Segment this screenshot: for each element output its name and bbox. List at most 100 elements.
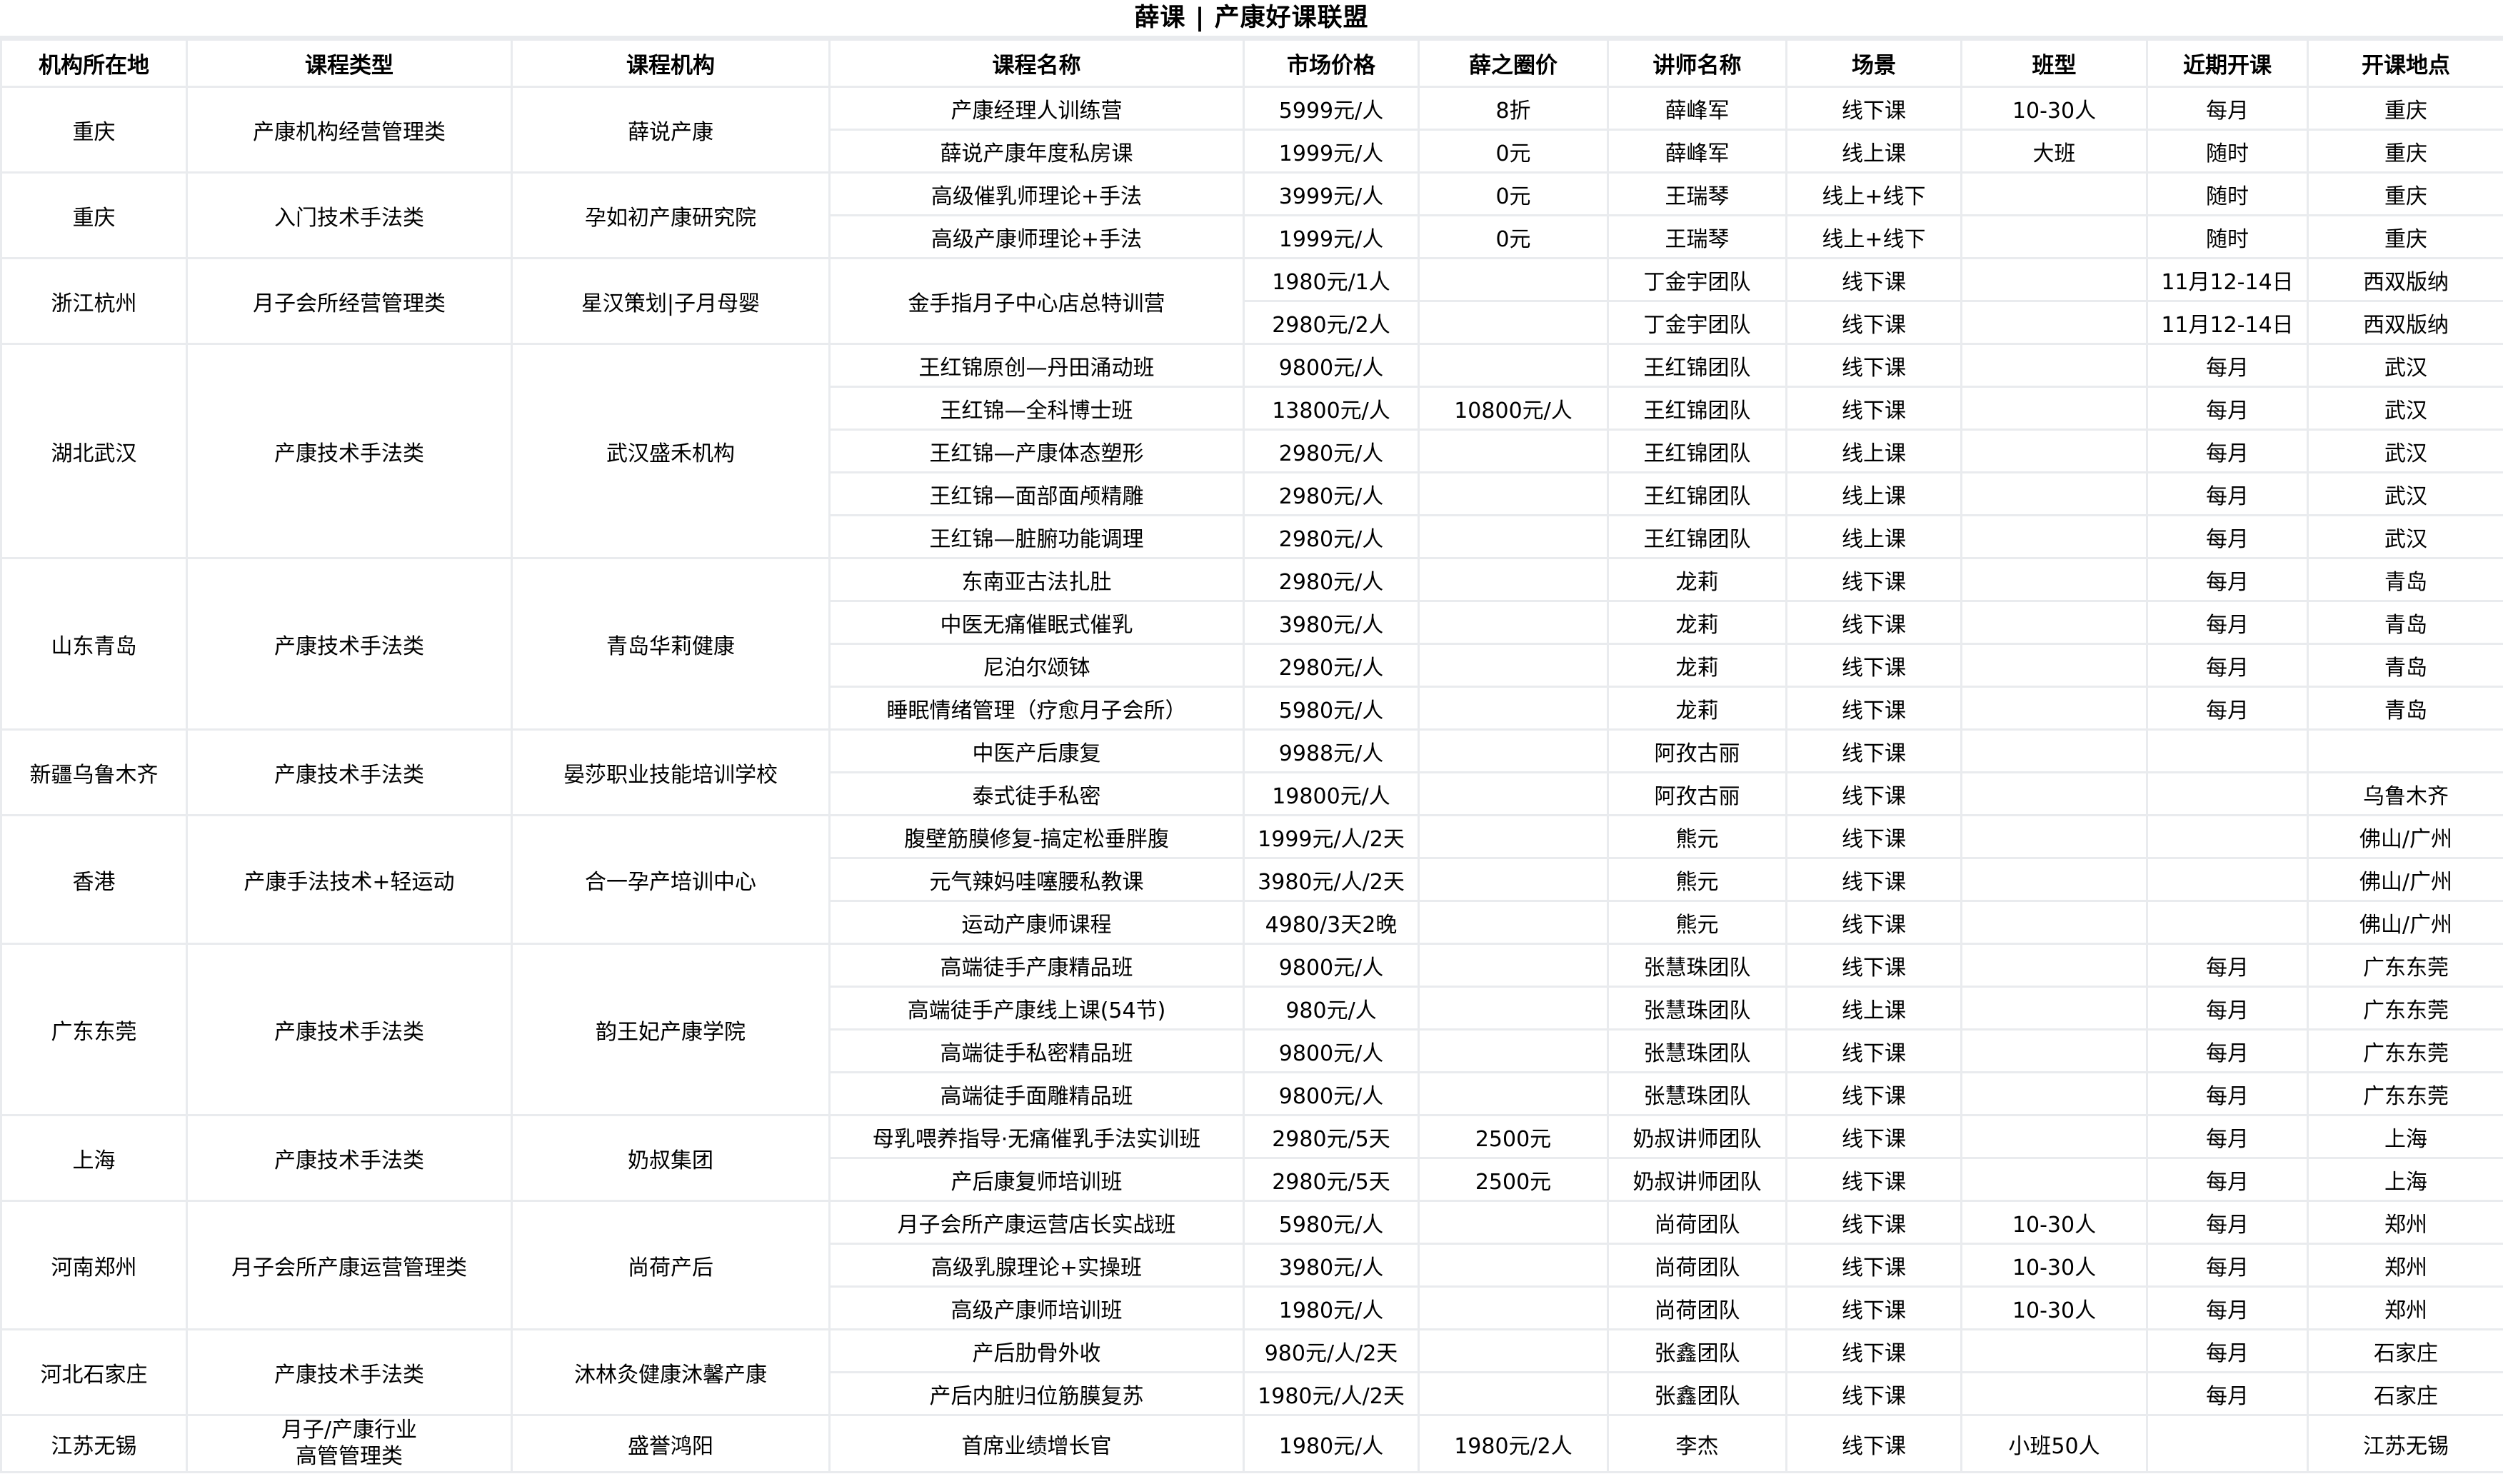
cell-schedule[interactable] (2146, 771, 2309, 816)
column-header[interactable]: 讲师名称 (1607, 39, 1787, 88)
cell-institution[interactable]: 盛誉鸿阳 (511, 1413, 831, 1474)
cell-market-price[interactable]: 9800元/人 (1243, 343, 1420, 388)
cell-market-price[interactable]: 5999元/人 (1243, 86, 1420, 131)
cell-lecturer[interactable]: 尚荷团队 (1607, 1285, 1787, 1330)
cell-place[interactable]: 佛山/广州 (2307, 900, 2503, 945)
cell-market-price[interactable]: 9800元/人 (1243, 1071, 1420, 1116)
cell-schedule[interactable] (2146, 900, 2309, 945)
cell-lecturer[interactable]: 王红锦团队 (1607, 428, 1787, 473)
cell-circle-price[interactable] (1418, 257, 1609, 302)
cell-circle-price[interactable] (1418, 857, 1609, 902)
cell-course-name[interactable]: 母乳喂养指导·无痛催乳手法实训班 (828, 1114, 1245, 1159)
cell-scene[interactable]: 线上课 (1785, 129, 1962, 174)
cell-course-name[interactable]: 高级乳腺理论+实操班 (828, 1243, 1245, 1288)
cell-schedule[interactable]: 每月 (2146, 557, 2309, 602)
cell-scene[interactable]: 线下课 (1785, 1200, 1962, 1245)
cell-course-name[interactable]: 产后肋骨外收 (828, 1328, 1245, 1373)
cell-institution[interactable]: 尚荷产后 (511, 1200, 831, 1330)
cell-location[interactable]: 广东东莞 (0, 943, 188, 1116)
cell-course-name[interactable]: 睡眠情绪管理（疗愈月子会所） (828, 686, 1245, 731)
cell-circle-price[interactable] (1418, 343, 1609, 388)
cell-circle-price[interactable] (1418, 1200, 1609, 1245)
cell-scene[interactable]: 线下课 (1785, 643, 1962, 688)
column-header[interactable]: 场景 (1785, 39, 1962, 88)
cell-circle-price[interactable] (1418, 514, 1609, 559)
column-header[interactable]: 班型 (1960, 39, 2148, 88)
cell-class-type[interactable]: 10-30人 (1960, 86, 2148, 131)
cell-lecturer[interactable]: 龙莉 (1607, 557, 1787, 602)
cell-market-price[interactable]: 1980元/1人 (1243, 257, 1420, 302)
cell-lecturer[interactable]: 尚荷团队 (1607, 1200, 1787, 1245)
cell-schedule[interactable]: 随时 (2146, 214, 2309, 259)
cell-class-type[interactable] (1960, 943, 2148, 988)
cell-class-type[interactable] (1960, 728, 2148, 773)
cell-market-price[interactable]: 2980元/人 (1243, 557, 1420, 602)
cell-course-type[interactable]: 产康技术手法类 (186, 1114, 513, 1202)
cell-circle-price[interactable] (1418, 557, 1609, 602)
cell-circle-price[interactable] (1418, 471, 1609, 516)
cell-location[interactable]: 山东青岛 (0, 557, 188, 731)
cell-circle-price[interactable]: 8折 (1418, 86, 1609, 131)
cell-lecturer[interactable]: 张鑫团队 (1607, 1328, 1787, 1373)
cell-class-type[interactable] (1960, 986, 2148, 1031)
cell-schedule[interactable]: 每月 (2146, 386, 2309, 431)
cell-schedule[interactable]: 每月 (2146, 471, 2309, 516)
cell-class-type[interactable] (1960, 900, 2148, 945)
cell-circle-price[interactable] (1418, 1243, 1609, 1288)
cell-schedule[interactable]: 每月 (2146, 1285, 2309, 1330)
cell-schedule[interactable]: 每月 (2146, 1243, 2309, 1288)
cell-class-type[interactable] (1960, 557, 2148, 602)
cell-location[interactable]: 重庆 (0, 86, 188, 174)
cell-circle-price[interactable]: 0元 (1418, 129, 1609, 174)
cell-scene[interactable]: 线下课 (1785, 1371, 1962, 1416)
cell-place[interactable]: 青岛 (2307, 600, 2503, 645)
cell-circle-price[interactable] (1418, 600, 1609, 645)
cell-class-type[interactable] (1960, 471, 2148, 516)
cell-place[interactable]: 重庆 (2307, 129, 2503, 174)
cell-place[interactable]: 广东东莞 (2307, 1028, 2503, 1073)
cell-course-name[interactable]: 金手指月子中心店总特训营 (828, 257, 1245, 345)
cell-lecturer[interactable]: 张鑫团队 (1607, 1371, 1787, 1416)
cell-schedule[interactable]: 每月 (2146, 1200, 2309, 1245)
cell-market-price[interactable]: 3999元/人 (1243, 171, 1420, 216)
cell-circle-price[interactable] (1418, 814, 1609, 859)
cell-scene[interactable]: 线下课 (1785, 814, 1962, 859)
cell-scene[interactable]: 线下课 (1785, 686, 1962, 731)
cell-lecturer[interactable]: 熊元 (1607, 814, 1787, 859)
cell-institution[interactable]: 晏莎职业技能培训学校 (511, 728, 831, 816)
cell-course-name[interactable]: 中医产后康复 (828, 728, 1245, 773)
cell-place[interactable]: 武汉 (2307, 428, 2503, 473)
cell-place[interactable]: 青岛 (2307, 643, 2503, 688)
cell-place[interactable]: 武汉 (2307, 471, 2503, 516)
cell-class-type[interactable] (1960, 814, 2148, 859)
cell-lecturer[interactable]: 王红锦团队 (1607, 514, 1787, 559)
cell-lecturer[interactable]: 龙莉 (1607, 643, 1787, 688)
cell-circle-price[interactable] (1418, 686, 1609, 731)
cell-circle-price[interactable]: 0元 (1418, 171, 1609, 216)
cell-course-type[interactable]: 月子会所产康运营管理类 (186, 1200, 513, 1330)
column-header[interactable]: 课程名称 (828, 39, 1245, 88)
cell-scene[interactable]: 线下课 (1785, 943, 1962, 988)
cell-schedule[interactable]: 每月 (2146, 1114, 2309, 1159)
cell-class-type[interactable] (1960, 1071, 2148, 1116)
cell-course-name[interactable]: 高端徒手私密精品班 (828, 1028, 1245, 1073)
cell-scene[interactable]: 线下课 (1785, 900, 1962, 945)
cell-circle-price[interactable] (1418, 728, 1609, 773)
cell-market-price[interactable]: 2980元/人 (1243, 643, 1420, 688)
cell-lecturer[interactable]: 张慧珠团队 (1607, 1028, 1787, 1073)
cell-scene[interactable]: 线下课 (1785, 600, 1962, 645)
cell-scene[interactable]: 线下课 (1785, 1243, 1962, 1288)
cell-location[interactable]: 香港 (0, 814, 188, 945)
cell-scene[interactable]: 线下课 (1785, 728, 1962, 773)
cell-market-price[interactable]: 1999元/人 (1243, 129, 1420, 174)
cell-place[interactable]: 广东东莞 (2307, 1071, 2503, 1116)
cell-lecturer[interactable]: 丁金宇团队 (1607, 300, 1787, 345)
cell-course-name[interactable]: 王红锦—产康体态塑形 (828, 428, 1245, 473)
cell-course-type[interactable]: 产康技术手法类 (186, 728, 513, 816)
cell-schedule[interactable]: 11月12-14日 (2146, 257, 2309, 302)
cell-market-price[interactable]: 2980元/人 (1243, 471, 1420, 516)
cell-course-type[interactable]: 产康手法技术+轻运动 (186, 814, 513, 945)
cell-schedule[interactable]: 每月 (2146, 943, 2309, 988)
cell-place[interactable]: 佛山/广州 (2307, 857, 2503, 902)
cell-course-name[interactable]: 高端徒手产康线上课(54节) (828, 986, 1245, 1031)
